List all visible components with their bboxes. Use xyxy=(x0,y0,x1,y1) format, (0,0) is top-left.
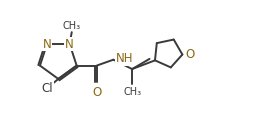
Text: CH₃: CH₃ xyxy=(123,87,141,97)
Text: NH: NH xyxy=(116,52,133,65)
Text: CH₃: CH₃ xyxy=(63,21,81,30)
Text: O: O xyxy=(186,48,195,61)
Text: Cl: Cl xyxy=(41,82,53,95)
Text: N: N xyxy=(65,38,74,51)
Text: O: O xyxy=(92,86,101,99)
Text: N: N xyxy=(43,38,51,51)
